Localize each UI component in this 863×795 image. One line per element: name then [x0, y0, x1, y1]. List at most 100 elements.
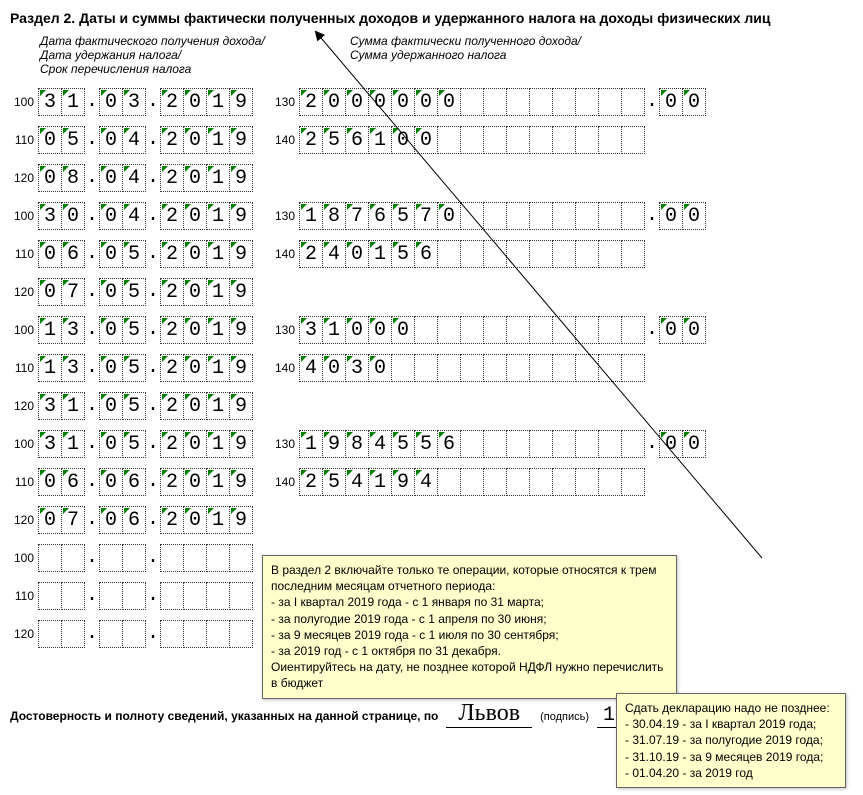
- cell: [529, 202, 553, 230]
- cell: 3: [38, 392, 62, 420]
- cell: 6: [345, 126, 369, 154]
- cell: [483, 316, 507, 344]
- cell: 6: [368, 202, 392, 230]
- cell: 0: [345, 316, 369, 344]
- cell: 3: [61, 316, 85, 344]
- cell: 3: [38, 430, 62, 458]
- cell: 2: [160, 240, 184, 268]
- row-120: 120 08 . 04 . 2019: [10, 162, 853, 194]
- cell: 9: [229, 278, 253, 306]
- row-num: 100: [10, 551, 38, 565]
- cell: [575, 126, 599, 154]
- cell: 1: [38, 316, 62, 344]
- cell: 0: [61, 202, 85, 230]
- cell: [483, 354, 507, 382]
- cell: 1: [206, 88, 230, 116]
- row-120: 120 31 . 05 . 2019: [10, 390, 853, 422]
- cell: 0: [38, 164, 62, 192]
- cell: 5: [391, 430, 415, 458]
- cell: 2: [299, 126, 323, 154]
- cell: [552, 430, 576, 458]
- cell: [598, 316, 622, 344]
- cell: 0: [38, 468, 62, 496]
- cell: 0: [38, 126, 62, 154]
- cell: [160, 582, 184, 610]
- cell: 0: [183, 126, 207, 154]
- cell: 6: [61, 240, 85, 268]
- cell: [575, 316, 599, 344]
- cell: 9: [229, 468, 253, 496]
- cell: 1: [206, 354, 230, 382]
- cell: 2: [160, 468, 184, 496]
- cell: [552, 88, 576, 116]
- cell: 0: [183, 202, 207, 230]
- cell: 8: [345, 430, 369, 458]
- cell: [437, 468, 461, 496]
- cell: [552, 202, 576, 230]
- row-num: 130: [271, 437, 299, 451]
- cell: [460, 316, 484, 344]
- cell: [529, 430, 553, 458]
- cell: 0: [659, 316, 683, 344]
- sub-header-dates: Дата фактического получения дохода/Дата …: [40, 34, 270, 76]
- row-num: 120: [10, 627, 38, 641]
- cell: 0: [414, 126, 438, 154]
- cell: [621, 126, 645, 154]
- cell: [506, 354, 530, 382]
- cell: [506, 316, 530, 344]
- cell: 2: [299, 240, 323, 268]
- row-num: 100: [10, 209, 38, 223]
- cell: 0: [322, 88, 346, 116]
- cell: [621, 88, 645, 116]
- cell: 6: [414, 240, 438, 268]
- cell: 6: [122, 506, 146, 534]
- cell: 0: [183, 164, 207, 192]
- cell: 9: [229, 202, 253, 230]
- cell: [460, 202, 484, 230]
- cell: 0: [183, 506, 207, 534]
- cell: 1: [206, 164, 230, 192]
- cell: 3: [38, 88, 62, 116]
- cell: [598, 430, 622, 458]
- cell: 0: [659, 88, 683, 116]
- sub-header-amounts: Сумма фактически полученного дохода/Сумм…: [350, 34, 610, 76]
- cell: 1: [206, 278, 230, 306]
- cell: [414, 354, 438, 382]
- cell: 4: [122, 202, 146, 230]
- row-110: 110 13 . 05 . 2019 140 4030: [10, 352, 853, 384]
- cell: 4: [322, 240, 346, 268]
- cell: 0: [38, 240, 62, 268]
- row-110: 110 06 . 05 . 2019 140 240156: [10, 238, 853, 270]
- cell: 9: [229, 354, 253, 382]
- cell: [621, 468, 645, 496]
- row-110: 110 06 . 06 . 2019 140 254194: [10, 466, 853, 498]
- cell: [621, 316, 645, 344]
- cell: [391, 354, 415, 382]
- cell: 0: [183, 316, 207, 344]
- cell: 0: [99, 316, 123, 344]
- cell: 1: [368, 240, 392, 268]
- cell: 1: [206, 506, 230, 534]
- cell: 9: [229, 240, 253, 268]
- cell: 2: [299, 88, 323, 116]
- row-num: 130: [271, 95, 299, 109]
- cell: 7: [345, 202, 369, 230]
- cell: 5: [122, 278, 146, 306]
- cell: 2: [160, 506, 184, 534]
- cell: [206, 620, 230, 648]
- cell: 9: [229, 126, 253, 154]
- cell: 2: [160, 392, 184, 420]
- cell: [529, 354, 553, 382]
- cell: 1: [206, 430, 230, 458]
- row-100: 100 30 . 04 . 2019 130 1876570.00: [10, 200, 853, 232]
- cell: [483, 202, 507, 230]
- sub-headers: Дата фактического получения дохода/Дата …: [40, 34, 853, 76]
- cell: 0: [38, 506, 62, 534]
- cell: 5: [122, 240, 146, 268]
- cell: 0: [437, 88, 461, 116]
- cell: 0: [682, 202, 706, 230]
- cell: [598, 354, 622, 382]
- cell: [206, 544, 230, 572]
- cell: [160, 544, 184, 572]
- cell: [61, 620, 85, 648]
